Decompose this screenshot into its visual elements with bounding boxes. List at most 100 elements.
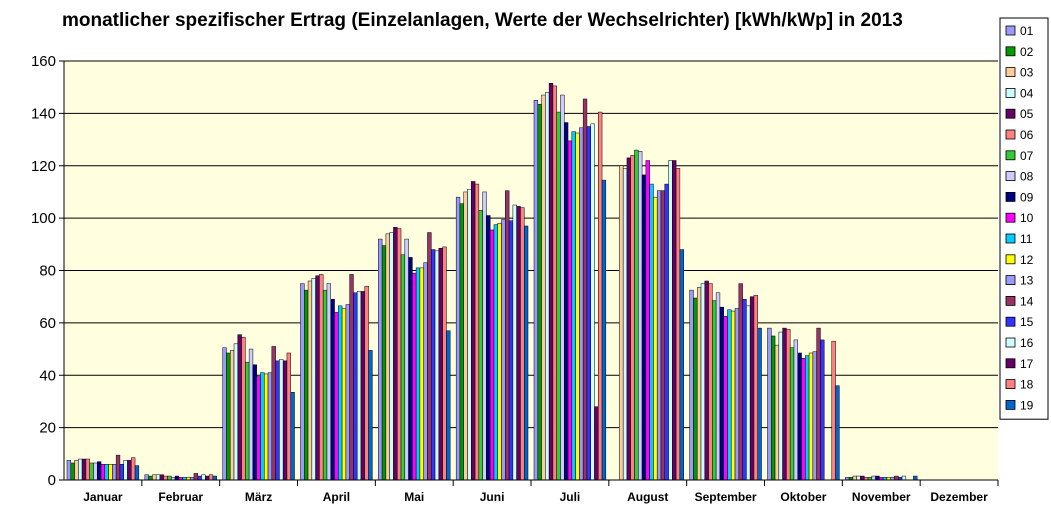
bar [74,460,79,481]
bar [820,339,825,481]
bar [237,334,242,481]
bar [260,372,265,481]
bar [598,111,603,481]
bar [700,283,706,481]
bar [560,94,565,481]
bar [774,344,780,481]
bar [159,474,164,481]
bar [442,246,447,481]
bar [816,327,821,481]
bar [478,210,483,481]
bar [356,291,362,481]
bar [894,475,899,481]
bar [353,292,358,481]
y-tick-label: 140 [31,105,56,122]
bar [241,337,246,481]
bar [315,275,320,481]
bar [619,165,624,481]
bar [438,247,443,481]
bar [567,140,573,481]
bar [455,196,461,481]
bar [282,360,288,481]
bar [378,238,383,481]
bar [245,361,250,481]
bar [704,280,709,481]
bar [556,111,561,481]
bar [427,232,432,481]
bar [229,350,235,481]
bar [512,204,517,481]
bar [537,103,542,481]
bar [548,83,554,481]
bar [712,300,717,481]
bar [197,475,202,481]
bar [446,330,451,481]
bar [793,339,798,481]
bar [412,272,417,481]
bar [533,100,539,481]
bar [152,474,157,481]
bar [474,183,480,481]
bar [279,359,284,481]
bar [672,160,677,481]
bar [400,254,406,481]
bar [368,350,373,481]
bar [852,475,857,481]
legend-swatch [1005,25,1016,36]
bar [486,215,491,481]
bar [123,460,128,481]
bar [163,475,168,481]
legend-label: 16 [1020,336,1034,350]
bar [108,464,113,481]
bar [594,406,599,481]
bar [419,267,424,481]
y-tick-label: 20 [39,420,56,437]
bar [404,238,409,481]
bar [696,287,702,481]
bar [167,475,172,481]
bar [415,267,421,481]
legend-label: 05 [1020,107,1034,121]
bar [311,278,316,481]
bar [689,289,694,481]
bar [856,475,861,481]
bar [104,464,109,481]
bar [860,475,865,481]
legend-label: 01 [1020,24,1034,38]
legend-swatch [1005,88,1016,98]
bar [341,308,347,481]
bar [812,351,817,481]
bar [649,183,654,481]
bar [81,458,87,481]
legend-label: 09 [1020,190,1034,204]
legend-swatch [1005,358,1016,369]
bar [381,245,387,481]
y-tick-label: 40 [39,367,56,384]
bar [742,299,747,481]
legend-swatch [1005,67,1016,77]
bar [797,352,802,481]
legend-label: 03 [1020,66,1034,80]
legend-swatch [1005,212,1016,223]
bar [734,308,740,481]
y-tick-label: 60 [39,315,56,332]
bar [771,335,776,481]
x-tick-label: Juni [480,490,505,504]
legend-swatch [1005,399,1016,410]
bar [459,203,464,481]
bar [516,206,521,481]
x-tick-label: Februar [158,490,203,504]
legend-swatch [1005,275,1016,286]
x-tick-label: September [695,490,757,504]
bar [727,309,732,481]
bar [675,168,681,481]
legend-swatch [1005,108,1016,119]
bar [290,392,295,481]
bar [520,207,525,481]
bar [913,475,918,481]
bar [434,250,440,481]
bar [256,376,261,481]
bar [679,249,684,481]
legend-swatch [1005,316,1016,327]
